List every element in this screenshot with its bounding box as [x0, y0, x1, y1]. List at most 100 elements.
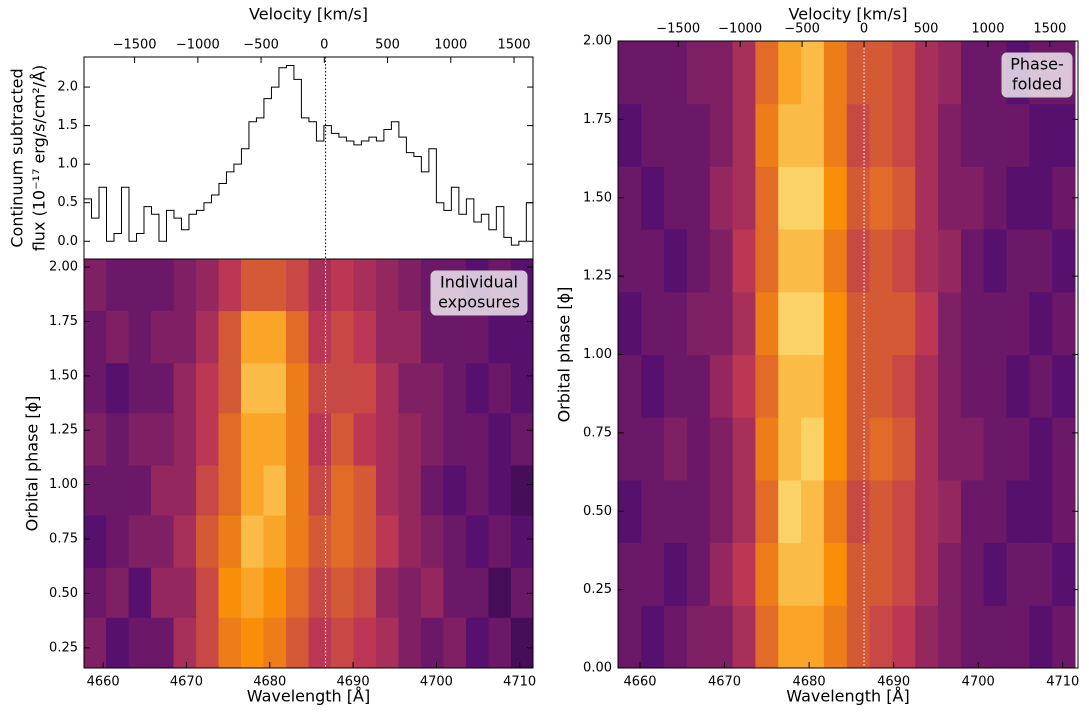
heat-cell [353, 515, 377, 568]
heat-cell [196, 515, 220, 568]
heat-cell [686, 417, 711, 481]
x2-tick-label: 1500 [1033, 22, 1066, 37]
heat-cell [375, 360, 399, 414]
heat-cell [398, 462, 422, 516]
x-axis-label: Wavelength [Å] [786, 687, 909, 706]
heat-cell [465, 310, 489, 364]
heat-cell [510, 515, 533, 568]
heat-cell [846, 354, 871, 418]
heat-cell [755, 103, 779, 167]
heat-cell [218, 617, 242, 668]
heat-cell [196, 617, 220, 668]
heat-cell [128, 360, 152, 414]
heat-cell [465, 412, 489, 466]
x-tick-label: 4700 [962, 675, 995, 690]
heat-cell [510, 360, 533, 414]
heat-cell [641, 417, 665, 481]
heat-cell [241, 259, 265, 312]
heat-cell [241, 565, 265, 618]
heat-cell [892, 41, 916, 105]
heat-cell [618, 354, 642, 418]
y-tick-label: 1.00 [49, 477, 78, 492]
x2-tick-label: −500 [784, 22, 820, 37]
heat-cell [709, 103, 734, 167]
heat-cell [286, 617, 309, 668]
heat-cell [375, 515, 399, 568]
heat-cell [443, 617, 467, 668]
x2-axis-label: Velocity [km/s] [789, 5, 908, 24]
heat-cell [823, 354, 848, 418]
axes-frame [83, 258, 534, 669]
heat-cell [420, 310, 444, 364]
heat-cell [869, 41, 893, 105]
plot-area [618, 41, 1076, 668]
heat-cell [84, 617, 107, 668]
heat-cell [151, 462, 175, 516]
heat-cell [732, 229, 756, 293]
heat-cell [823, 166, 848, 230]
heat-cell [128, 310, 152, 364]
x-axis-label: Wavelength [Å] [247, 687, 370, 706]
heat-cell [106, 310, 130, 364]
heat-cell [686, 229, 711, 293]
heat-cell [892, 542, 916, 606]
heat-cell [801, 229, 825, 293]
heat-cell [915, 41, 939, 105]
heat-cell [128, 515, 152, 568]
heat-cell [128, 259, 152, 312]
heat-cell [420, 462, 444, 516]
heat-cell [983, 542, 1008, 606]
heat-cell [1006, 354, 1030, 418]
heat-cell [801, 417, 825, 481]
heat-cell [465, 565, 489, 618]
heat-cell [218, 515, 242, 568]
y-tick-label: 0.50 [583, 504, 612, 519]
heat-cell [263, 515, 287, 568]
heat-cell [353, 565, 377, 618]
y-axis-label: Orbital phase [ϕ] [23, 396, 42, 532]
heat-cell [330, 259, 354, 312]
heat-cell [778, 605, 802, 668]
heat-cell [664, 103, 688, 167]
heat-cell [151, 259, 175, 312]
heat-cell [823, 479, 848, 544]
heat-cell [892, 417, 916, 481]
heat-cell [869, 605, 893, 668]
y-axis-label: flux (10⁻¹⁷ erg/s/cm²/Å) [30, 65, 49, 252]
heat-cell [241, 462, 265, 516]
heat-cell [286, 360, 309, 414]
heat-cell [869, 103, 893, 167]
heat-cell [1052, 229, 1076, 293]
heat-cell [664, 354, 688, 418]
heat-cell [664, 41, 688, 105]
heat-cell [196, 310, 220, 364]
heat-cell [398, 515, 422, 568]
x-tick-label: 4690 [337, 675, 370, 690]
x2-tick-label: −1000 [718, 22, 762, 37]
heat-cell [353, 310, 377, 364]
heat-cell [106, 259, 130, 312]
heat-cell [1029, 605, 1053, 668]
heat-cell [241, 360, 265, 414]
heat-cell [173, 310, 197, 364]
heat-cell [398, 310, 422, 364]
heat-cell [732, 417, 756, 481]
heat-cell [732, 41, 756, 105]
heat-cell [686, 103, 711, 167]
heat-cell [618, 479, 642, 544]
heat-cell [641, 229, 665, 293]
heat-cell [196, 259, 220, 312]
heat-cell [869, 479, 893, 544]
heat-cell [983, 41, 1008, 105]
heat-cell [1029, 542, 1053, 606]
heat-cell [869, 166, 893, 230]
heat-cell [151, 565, 175, 618]
heat-cell [465, 617, 489, 668]
heat-cell [330, 412, 354, 466]
heat-cell [755, 417, 779, 481]
heat-cell [960, 417, 985, 481]
heat-cell [263, 259, 287, 312]
heat-cell [801, 605, 825, 668]
heat-cell [915, 479, 939, 544]
heat-cell [510, 462, 533, 516]
